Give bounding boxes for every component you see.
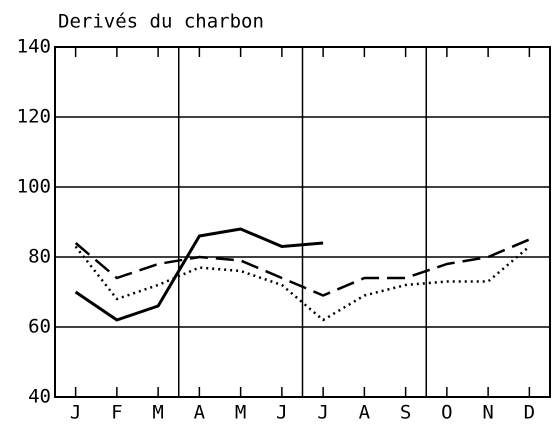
line-series (74, 238, 530, 297)
x-tick-label: M (152, 402, 163, 424)
x-tick-label: N (482, 402, 493, 424)
y-tick-label: 140 (17, 36, 51, 58)
y-tick-label: 40 (28, 386, 51, 408)
x-tick-label: J (70, 402, 81, 424)
x-tick-label: O (441, 402, 452, 424)
y-tick-label: 80 (28, 246, 51, 268)
line-series (74, 245, 531, 322)
x-tick-label: J (276, 402, 287, 424)
x-tick-label: J (317, 402, 328, 424)
y-tick-label: 100 (17, 176, 51, 198)
chart-title: Derivés du charbon (58, 11, 264, 33)
x-tick-label: D (524, 402, 535, 424)
x-tick-label: S (400, 402, 411, 424)
line-series (74, 227, 324, 322)
y-tick-label: 120 (17, 106, 51, 128)
x-tick-label: A (194, 402, 206, 424)
x-tick-label: F (111, 402, 122, 424)
y-tick-label: 60 (28, 316, 51, 338)
x-tick-label: A (359, 402, 371, 424)
x-tick-label: M (235, 402, 246, 424)
